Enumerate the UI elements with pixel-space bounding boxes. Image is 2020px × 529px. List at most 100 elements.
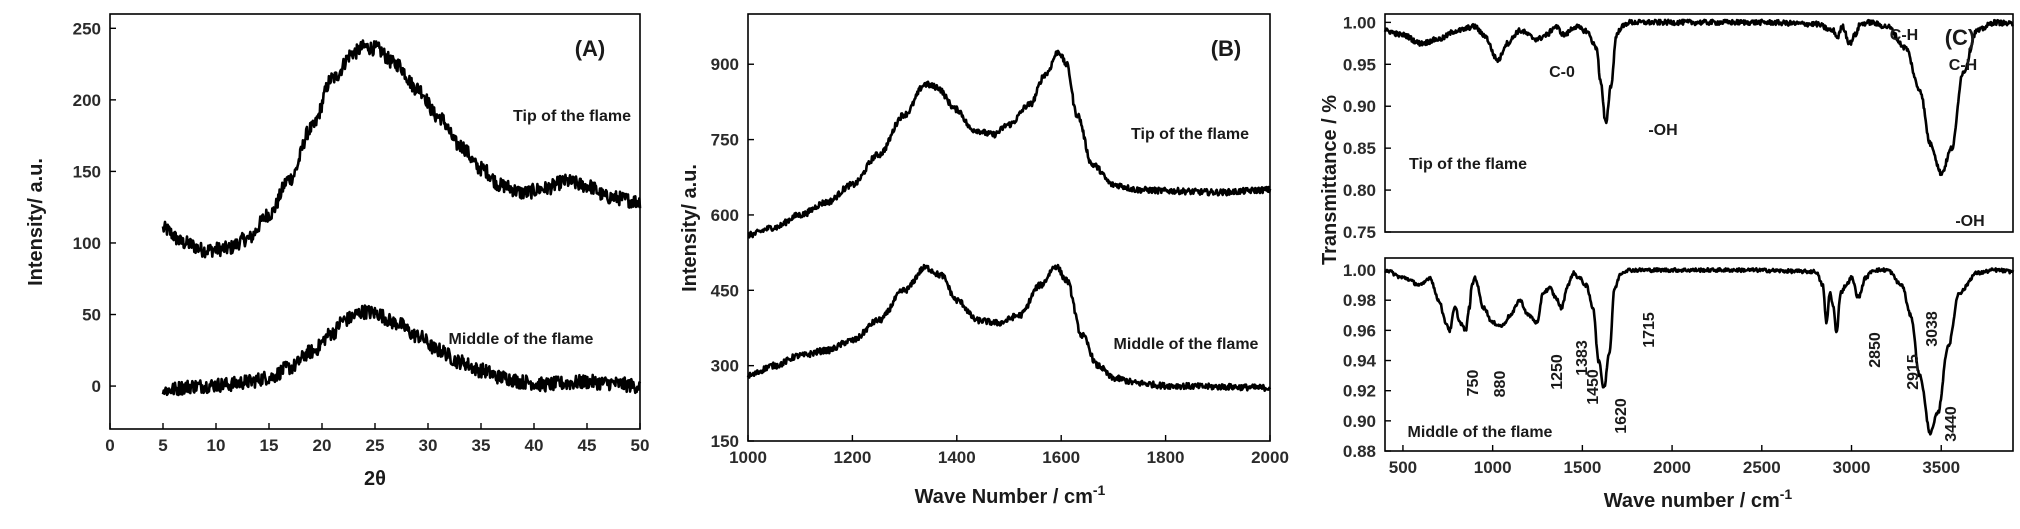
x-tick-label: 3500 (1922, 458, 1960, 477)
panel-b-x-axis-title-sup: -1 (1093, 482, 1106, 498)
y-tick-label: 300 (711, 357, 739, 376)
series-line-middle-of-the-flame (1384, 267, 2015, 436)
panel-a-tip-label: Tip of the flame (513, 108, 631, 125)
y-tick-label: 0 (92, 377, 101, 396)
y-tick-label: 0.80 (1343, 181, 1376, 200)
y-tick-label: 150 (73, 162, 101, 181)
panel-a-series (161, 39, 642, 397)
x-tick-label: 2000 (1251, 448, 1289, 467)
x-tick-label: 25 (366, 436, 385, 455)
y-tick-label: 0.92 (1343, 382, 1376, 401)
panel-c-top-ch-label-1: C-H (1890, 27, 1918, 44)
x-tick-label: 3000 (1833, 458, 1871, 477)
x-tick-label: 40 (525, 436, 544, 455)
panel-c-top-series (1383, 18, 2015, 177)
x-tick-label: 20 (313, 436, 332, 455)
panel-a-y-ticks: 0 50 100 150 200 250 (73, 19, 116, 396)
x-tick-label: 45 (578, 436, 597, 455)
x-tick-label: 15 (260, 436, 279, 455)
panel-c-top-oh-label-1: -OH (1648, 122, 1677, 139)
panel-c-top-co-label: C-0 (1549, 64, 1575, 81)
series-line-middle-of-the-flame (746, 263, 1272, 392)
panel-b-x-ticks: 1000 1200 1400 1600 1800 2000 (729, 435, 1289, 467)
panel-c-top-plot-frame (1384, 13, 2014, 233)
x-tick-label: 10 (207, 436, 226, 455)
y-tick-label: 1.00 (1343, 261, 1376, 280)
panel-c-bottom-peak-1383: 1383 (1574, 340, 1591, 376)
panel-b-tip-label: Tip of the flame (1131, 126, 1249, 143)
panel-b-series (746, 49, 1272, 392)
y-tick-label: 200 (73, 91, 101, 110)
panel-c-bottom-middle-label: Middle of the flame (1408, 424, 1553, 441)
panel-c-bottom-x-ticks: 500 1000 1500 2000 2500 3000 3500 (1389, 445, 1960, 477)
panel-c-bottom-peak-750: 750 (1465, 370, 1482, 397)
x-tick-label: 1400 (938, 448, 976, 467)
y-tick-label: 0.90 (1343, 412, 1376, 431)
y-tick-label: 0.88 (1343, 442, 1376, 461)
panel-c-bottom-peak-3440: 3440 (1943, 406, 1960, 442)
panel-c-x-axis-title-text: Wave number / cm (1604, 490, 1780, 512)
panel-c-bottom-peak-2915: 2915 (1905, 354, 1922, 390)
x-tick-label: 2000 (1653, 458, 1691, 477)
y-tick-label: 150 (711, 432, 739, 451)
panel-c-x-axis-title: Wave number / cm-1 (1604, 486, 1793, 512)
panel-c-bottom-peak-1620: 1620 (1613, 398, 1630, 434)
x-tick-label: 50 (631, 436, 650, 455)
panel-c-y-axis-title: Transmittance / % (1319, 95, 1341, 265)
x-tick-label: 500 (1389, 458, 1417, 477)
panel-c-top-tip-label: Tip of the flame (1409, 156, 1527, 173)
panel-a-x-axis-title: 2θ (364, 468, 386, 490)
y-tick-label: 0.85 (1343, 139, 1376, 158)
y-tick-label: 450 (711, 281, 739, 300)
panel-b: 1000 1200 1400 1600 1800 2000 150 300 450 600 750… (679, 13, 1289, 508)
y-tick-label: 0.90 (1343, 97, 1376, 116)
panel-c-label: (C) (1945, 25, 1976, 50)
panel-b-y-axis-title: Intensity/ a.u. (679, 164, 701, 292)
x-tick-label: 1500 (1563, 458, 1601, 477)
x-tick-label: 2500 (1743, 458, 1781, 477)
panel-a-y-axis-title: Intensity/ a.u. (25, 158, 47, 286)
panel-a-x-ticks: 0 5 10 15 20 25 30 35 40 45 50 (105, 423, 649, 455)
panel-c-bottom-peak-1250: 1250 (1549, 354, 1566, 390)
panel-c-bottom-peak-3038: 3038 (1924, 311, 1941, 347)
panel-a-label: (A) (575, 36, 606, 61)
panel-c-top: 0.75 0.80 0.85 0.90 0.95 1.00 (C) C-0 -OH C-H… (1343, 13, 2015, 242)
panel-c-top-oh-label-2: -OH (1955, 213, 1984, 230)
panel-c-bottom-peak-1715: 1715 (1641, 312, 1658, 348)
x-tick-label: 35 (472, 436, 491, 455)
panel-a-plot-frame (109, 13, 641, 430)
panel-c-x-axis-title-sup: -1 (1780, 486, 1793, 502)
panel-b-label: (B) (1211, 36, 1242, 61)
panel-b-y-ticks: 150 300 450 600 750 900 (711, 55, 754, 451)
panel-c-bottom-y-ticks: 0.88 0.90 0.92 0.94 0.96 0.98 1.00 (1343, 261, 1391, 461)
x-tick-label: 1600 (1042, 448, 1080, 467)
y-tick-label: 900 (711, 55, 739, 74)
series-line-tip-of-the-flame (1383, 18, 2015, 177)
panel-c-top-y-ticks: 0.75 0.80 0.85 0.90 0.95 1.00 (1343, 13, 1391, 242)
series-line-tip-of-the-flame (747, 49, 1272, 239)
y-tick-label: 0.75 (1343, 223, 1376, 242)
panel-a: 0 5 10 15 20 25 30 35 40 45 50 0 50 100 150 200 250 (A)… (25, 13, 649, 490)
panel-b-plot-frame (747, 13, 1271, 442)
panel-b-x-axis-title: Wave Number / cm-1 (915, 482, 1106, 508)
y-tick-label: 0.96 (1343, 321, 1376, 340)
x-tick-label: 1800 (1147, 448, 1185, 467)
panel-b-x-axis-title-text: Wave Number / cm (915, 486, 1093, 508)
y-tick-label: 0.95 (1343, 55, 1376, 74)
x-tick-label: 1200 (833, 448, 871, 467)
y-tick-label: 1.00 (1343, 13, 1376, 32)
x-tick-label: 0 (105, 436, 114, 455)
x-tick-label: 30 (419, 436, 438, 455)
panel-c-bottom-peak-880: 880 (1492, 371, 1509, 398)
y-tick-label: 600 (711, 206, 739, 225)
panel-c-bottom-series (1384, 267, 2015, 436)
y-tick-label: 0.98 (1343, 291, 1376, 310)
series-line-middle-of-the-flame (161, 304, 642, 397)
series-line-tip-of-the-flame (161, 39, 642, 259)
y-tick-label: 100 (73, 234, 101, 253)
y-tick-label: 750 (711, 131, 739, 150)
panel-c-bottom-peak-1450: 1450 (1585, 369, 1602, 405)
x-tick-label: 1000 (1474, 458, 1512, 477)
panel-c-bottom-plot-frame (1384, 257, 2014, 452)
